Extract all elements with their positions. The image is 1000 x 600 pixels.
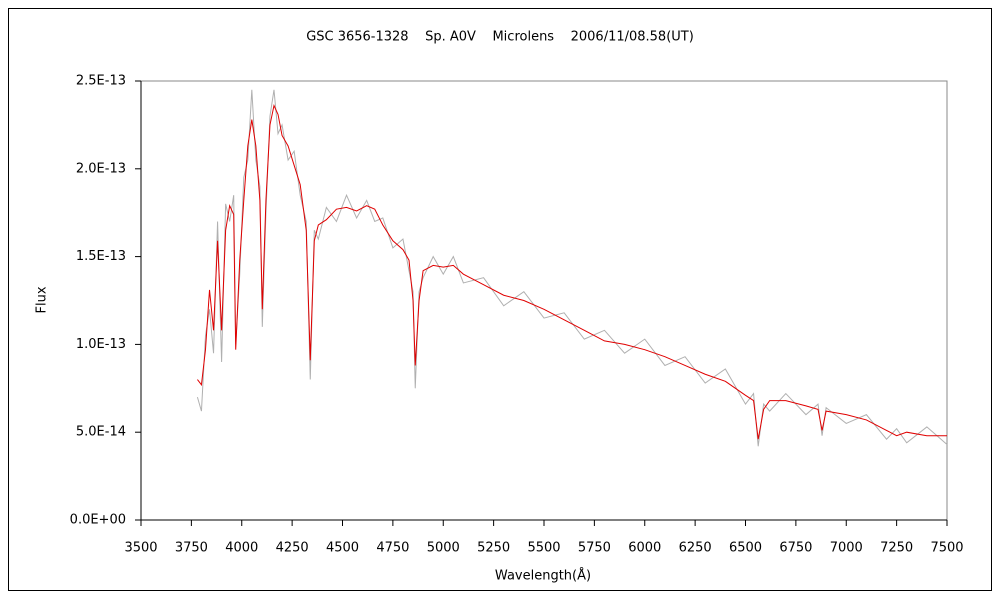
x-tick-label: 4500 xyxy=(326,541,359,556)
series-line xyxy=(197,103,947,440)
x-tick-label: 6000 xyxy=(628,541,661,556)
y-tick-label: 2.5E-13 xyxy=(76,74,126,89)
x-tick-label: 4750 xyxy=(376,541,409,556)
y-axis-label: Flux xyxy=(35,286,50,313)
chart-title: GSC 3656-1328 Sp. A0V Microlens 2006/11/… xyxy=(306,30,694,45)
x-tick-label: 6250 xyxy=(679,541,712,556)
x-tick-label: 7250 xyxy=(880,541,913,556)
y-tick-label: 2.0E-13 xyxy=(76,161,126,176)
x-tick-label: 7500 xyxy=(930,541,963,556)
y-tick-label: 5.0E-14 xyxy=(76,425,126,440)
x-tick-label: 4000 xyxy=(225,541,258,556)
x-tick-label: 6750 xyxy=(779,541,812,556)
x-tick-label: 7000 xyxy=(830,541,863,556)
x-tick-label: 5250 xyxy=(477,541,510,556)
x-tick-label: 5750 xyxy=(578,541,611,556)
x-axis-label: Wavelength(Å) xyxy=(495,568,591,584)
x-tick-label: 3500 xyxy=(124,541,157,556)
x-tick-label: 5500 xyxy=(527,541,560,556)
x-tick-label: 5000 xyxy=(427,541,460,556)
y-tick-label: 0.0E+00 xyxy=(70,513,126,528)
x-tick-label: 4250 xyxy=(276,541,309,556)
plot-area xyxy=(140,80,948,521)
x-tick-label: 6500 xyxy=(729,541,762,556)
x-tick-label: 3750 xyxy=(175,541,208,556)
y-tick-label: 1.0E-13 xyxy=(76,337,126,352)
y-tick-label: 1.5E-13 xyxy=(76,249,126,264)
